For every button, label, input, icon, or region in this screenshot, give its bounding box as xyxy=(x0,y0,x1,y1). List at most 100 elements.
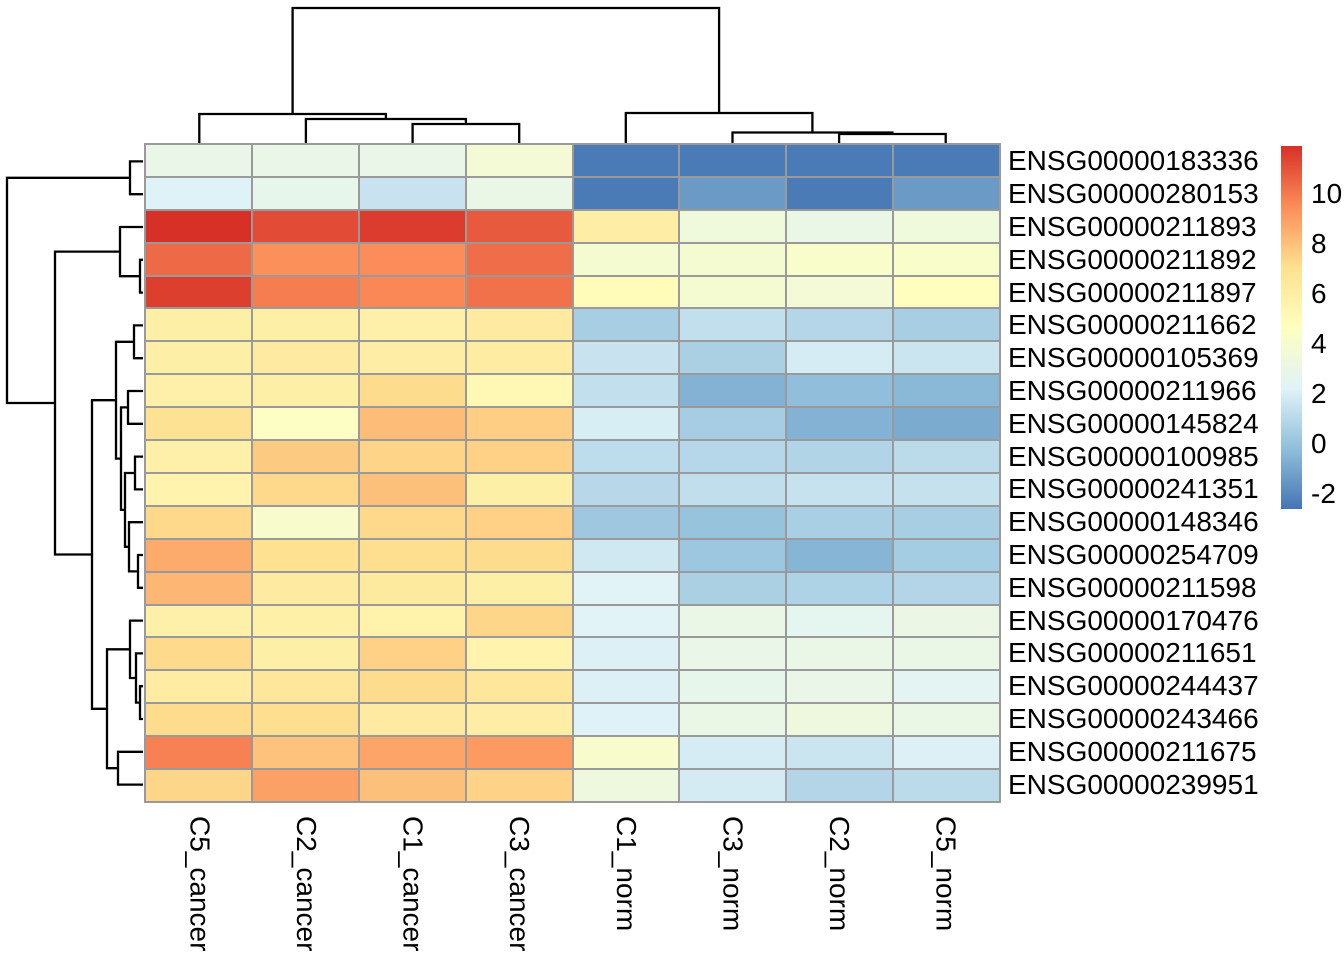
heatmap-cell xyxy=(573,441,679,472)
dendrogram-branch xyxy=(90,399,116,710)
heatmap-cell xyxy=(359,309,465,341)
heatmap-cell xyxy=(573,671,679,703)
heatmap-cell xyxy=(252,441,358,472)
dendrogram-branch xyxy=(133,455,143,491)
legend-tick-label: 2 xyxy=(1311,377,1327,409)
heatmap-cell xyxy=(680,539,786,571)
heatmap-cell xyxy=(573,243,679,275)
heatmap-cell xyxy=(894,671,999,703)
heatmap-cell xyxy=(894,605,999,637)
heatmap-cell xyxy=(680,243,786,275)
heatmap-cell xyxy=(787,605,893,637)
heatmap-cell xyxy=(573,572,679,604)
heatmap-cell xyxy=(359,441,465,472)
column-label: C3_norm xyxy=(717,816,749,932)
heatmap-cell xyxy=(787,375,893,407)
heatmap-cell xyxy=(146,210,251,242)
heatmap-cell xyxy=(680,473,786,505)
row-label: ENSG00000243466 xyxy=(1008,703,1259,734)
dendrogram-branch xyxy=(136,553,143,589)
legend-tick-label: -2 xyxy=(1311,477,1336,509)
row-label: ENSG00000100985 xyxy=(1008,440,1259,472)
legend-tick-label: 6 xyxy=(1311,277,1327,309)
heatmap-cell xyxy=(146,276,251,308)
heatmap-cell xyxy=(680,276,786,308)
heatmap-cell xyxy=(680,210,786,242)
heatmap-cell xyxy=(466,539,572,571)
dendrogram-branch xyxy=(138,258,143,294)
heatmap-cell xyxy=(894,276,999,308)
heatmap-cell xyxy=(680,638,786,670)
heatmap-cell xyxy=(466,473,572,505)
heatmap-cell xyxy=(146,408,251,440)
heatmap-cell xyxy=(359,704,465,736)
heatmap-cell xyxy=(787,638,893,670)
heatmap-cell xyxy=(680,375,786,407)
row-label: ENSG00000211651 xyxy=(1008,637,1257,669)
heatmap-cell xyxy=(466,342,572,374)
heatmap-cell xyxy=(146,473,251,505)
heatmap-cell xyxy=(573,145,679,176)
heatmap-cell xyxy=(787,737,893,769)
heatmap-cell xyxy=(680,605,786,637)
heatmap-cell xyxy=(146,770,251,801)
heatmap-cell xyxy=(146,342,251,374)
dendrogram-branch xyxy=(624,111,814,143)
heatmap-cell xyxy=(573,408,679,440)
heatmap-cell xyxy=(680,572,786,604)
heatmap-cell xyxy=(894,243,999,275)
heatmap-cell xyxy=(252,473,358,505)
heatmap-cell xyxy=(466,441,572,472)
heatmap-cell xyxy=(146,638,251,670)
heatmap-cell xyxy=(359,243,465,275)
legend-colorbar xyxy=(1281,146,1302,509)
column-label: C5_cancer xyxy=(184,816,216,952)
heatmap-cell xyxy=(894,572,999,604)
heatmap-cell xyxy=(894,177,999,209)
heatmap-cell xyxy=(787,145,893,176)
heatmap-cell xyxy=(252,671,358,703)
heatmap-cell xyxy=(894,704,999,736)
heatmap-cell xyxy=(680,671,786,703)
heatmap-cell xyxy=(146,375,251,407)
dendrogram-branch xyxy=(291,6,721,114)
heatmap-grid xyxy=(144,143,1001,803)
heatmap-cell xyxy=(359,177,465,209)
heatmap-cell xyxy=(573,342,679,374)
heatmap-cell xyxy=(894,441,999,472)
dendrogram-branch xyxy=(128,160,143,196)
heatmap-cell xyxy=(146,309,251,341)
heatmap-cell xyxy=(146,506,251,538)
heatmap-cell xyxy=(787,342,893,374)
heatmap-cell xyxy=(359,375,465,407)
heatmap-cell xyxy=(359,506,465,538)
heatmap-cell xyxy=(359,342,465,374)
heatmap-cell xyxy=(466,210,572,242)
heatmap-cell xyxy=(787,177,893,209)
heatmap-cell xyxy=(680,737,786,769)
heatmap-cell xyxy=(680,309,786,341)
heatmap-cell xyxy=(146,671,251,703)
heatmap-cell xyxy=(359,770,465,801)
heatmap-cell xyxy=(573,770,679,801)
heatmap-cell xyxy=(252,177,358,209)
heatmap-cell xyxy=(787,704,893,736)
heatmap-cell xyxy=(252,276,358,308)
heatmap-cell xyxy=(894,408,999,440)
row-label: ENSG00000211892 xyxy=(1008,243,1257,275)
heatmap-cell xyxy=(252,375,358,407)
dendrogram-branch xyxy=(304,117,468,143)
column-label: C3_cancer xyxy=(504,816,536,952)
heatmap-cell xyxy=(680,704,786,736)
heatmap-cell xyxy=(787,473,893,505)
heatmap-cell xyxy=(894,375,999,407)
heatmap-cell xyxy=(894,309,999,341)
heatmap-cell xyxy=(787,309,893,341)
dendrogram-branch xyxy=(132,324,143,360)
column-label: C2_norm xyxy=(824,816,856,932)
heatmap-cell xyxy=(680,770,786,801)
row-label: ENSG00000239951 xyxy=(1008,768,1259,800)
heatmap-cell xyxy=(466,408,572,440)
heatmap-cell xyxy=(359,572,465,604)
